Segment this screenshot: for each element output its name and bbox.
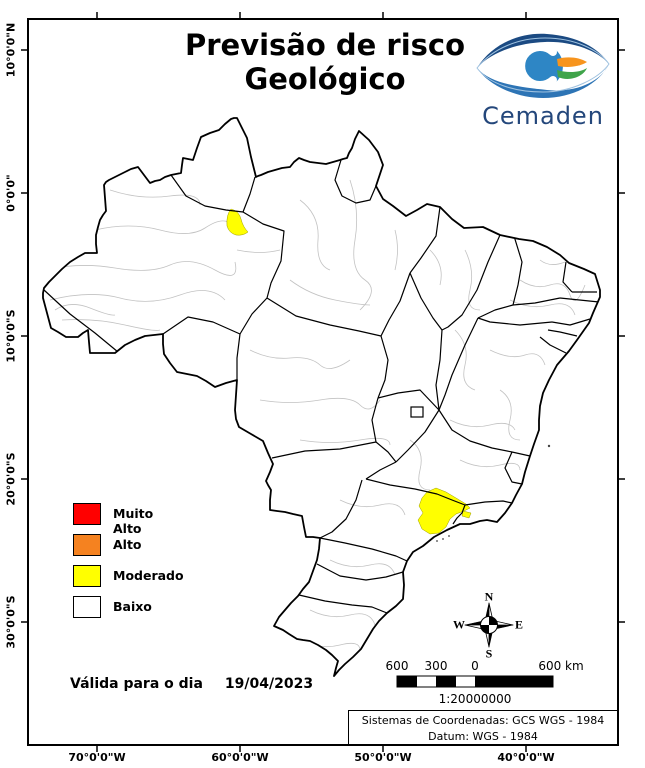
distrito-federal-box	[410, 406, 424, 418]
coordinate-system-line1: Sistemas de Coordenadas: GCS WGS - 1984	[361, 714, 605, 727]
municipality-boundaries	[44, 179, 586, 651]
graticule-frame	[21, 12, 625, 752]
legend-swatch-alto	[73, 534, 101, 556]
cemaden-eye-icon	[476, 33, 610, 98]
risk-region-sao-paulo	[417, 487, 471, 535]
page-title-line2: Geológico	[244, 62, 406, 96]
lat-label-10n: 10°0'0"N	[4, 22, 18, 78]
cemaden-logo: Cemaden	[468, 32, 618, 130]
island-dots	[436, 444, 551, 542]
page-title: Previsão de risco Geológico	[105, 28, 545, 96]
validity-date: 19/04/2023	[224, 676, 314, 692]
scale-ratio-label: 1:20000000	[438, 692, 512, 706]
scale-label-600-km: 600 km	[538, 659, 584, 673]
legend-label-baixo: Baixo	[113, 599, 152, 614]
legend-swatch-baixo	[73, 596, 101, 618]
coordinate-system-line2: Datum: WGS - 1984	[428, 730, 538, 743]
scale-label-0: 0	[471, 659, 479, 673]
legend-label-alto: Alto	[113, 537, 142, 552]
state-boundaries	[43, 159, 600, 614]
lon-label-40w: 40°0'0"W	[497, 751, 555, 764]
coordinate-system-box: Sistemas de Coordenadas: GCS WGS - 1984 …	[348, 710, 618, 745]
lon-label-70w: 70°0'0"W	[68, 751, 126, 764]
validity-note: Válida para o dia 19/04/2023	[70, 676, 313, 692]
lat-label-20s: 20°0'0"S	[4, 452, 18, 506]
validity-label: Válida para o dia	[70, 676, 203, 692]
scale-label-600-left: 600	[385, 659, 409, 673]
compass-south-label: S	[485, 646, 493, 661]
compass-east-label: E	[514, 617, 524, 632]
legend-swatch-moderado	[73, 565, 101, 587]
lat-label-30s: 30°0'0"S	[4, 595, 18, 649]
cemaden-logo-text: Cemaden	[482, 102, 604, 130]
lon-label-60w: 60°0'0"W	[211, 751, 269, 764]
risk-region-rio-nub	[461, 510, 472, 519]
brazil-country-fill	[43, 118, 600, 676]
brazil-country-outline	[42, 117, 601, 677]
compass-north-label: N	[484, 589, 494, 604]
lat-label-10s: 10°0'0"S	[4, 309, 18, 363]
legend-swatch-muito-alto	[73, 503, 101, 525]
compass-rose	[464, 602, 514, 648]
legend-label-muito-alto: Muito Alto	[113, 506, 154, 536]
compass-west-label: W	[453, 617, 465, 632]
page-title-line1: Previsão de risco	[184, 28, 466, 62]
scale-label-300: 300	[424, 659, 448, 673]
lon-label-50w: 50°0'0"W	[354, 751, 412, 764]
risk-region-amazonas	[226, 208, 249, 236]
lat-label-0: 0°0'0"	[4, 174, 18, 212]
legend-label-moderado: Moderado	[113, 568, 184, 583]
scale-bar	[396, 675, 554, 688]
